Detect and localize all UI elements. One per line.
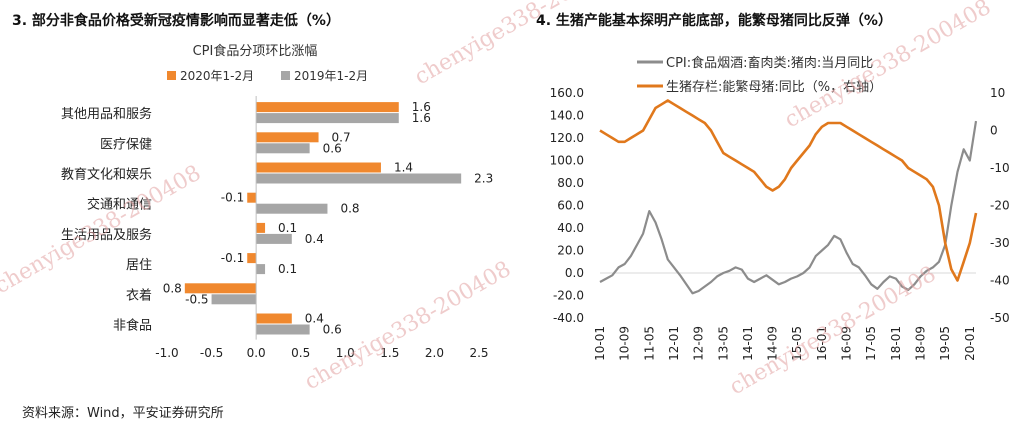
y-left-tick-label: 140.0	[550, 109, 584, 123]
category-label: 其他用品和服务	[61, 106, 152, 122]
category-label: 非食品	[113, 318, 152, 334]
x-tick-label: 17-05	[864, 326, 878, 361]
y-right-tick-label: -20	[990, 199, 1010, 213]
x-tick-label: 11-05	[642, 326, 656, 361]
bar	[256, 102, 399, 113]
y-left-tick-label: -40.0	[553, 311, 584, 325]
data-label: 2.3	[474, 172, 493, 186]
series-line-pork-cpi	[599, 120, 978, 295]
data-label: 0.6	[323, 323, 342, 337]
x-tick-label: -0.5	[200, 346, 223, 360]
x-tick-label: 1.0	[336, 346, 355, 360]
data-label: 1.4	[394, 161, 413, 175]
chart-title: CPI食品分项环比涨幅	[193, 43, 318, 59]
data-label: 0.1	[278, 262, 297, 276]
legend-label: 生猪存栏:能繁母猪:同比（%，右轴）	[666, 79, 882, 95]
bar	[184, 283, 257, 294]
bar	[256, 313, 292, 324]
x-tick-label: 0.0	[247, 346, 266, 360]
x-tick-label: 0.5	[291, 346, 310, 360]
bar	[256, 203, 328, 214]
category-label: 衣着	[126, 287, 152, 303]
left-panel-title: 3. 部分非食品价格受新冠疫情影响而显著走低（%）	[12, 13, 340, 29]
data-label: 0.4	[305, 312, 324, 326]
x-tick-label: 20-01	[963, 326, 977, 361]
bar	[256, 162, 381, 173]
y-right-tick-label: -30	[990, 236, 1010, 250]
data-label: 0.8	[163, 281, 182, 295]
y-right-tick-label: 0	[990, 124, 998, 138]
x-tick-label: 2.0	[425, 346, 444, 360]
data-label: 0.4	[305, 232, 324, 246]
bar	[256, 113, 399, 124]
x-tick-label: 15-05	[790, 326, 804, 361]
bar	[256, 233, 292, 244]
y-left-tick-label: -20.0	[553, 289, 584, 303]
legend-swatch	[167, 71, 176, 80]
y-right-tick-label: -50	[990, 311, 1010, 325]
bar	[247, 192, 257, 203]
x-tick-label: 19-05	[938, 326, 952, 361]
y-right-tick-label: 10	[990, 86, 1005, 100]
data-label: -0.1	[221, 251, 244, 265]
bar	[256, 222, 266, 233]
x-tick-label: 14-01	[741, 326, 755, 361]
bar	[256, 143, 310, 154]
legend-label: 2019年1-2月	[294, 69, 368, 83]
bar	[256, 132, 319, 143]
x-tick-label: 14-09	[766, 326, 780, 361]
x-tick-label: 10-01	[593, 326, 607, 361]
x-tick-label: 10-09	[618, 326, 632, 361]
y-left-tick-label: 80.0	[557, 176, 584, 190]
legend-swatch	[281, 71, 290, 80]
y-left-tick-label: 120.0	[550, 131, 584, 145]
data-label: 1.6	[412, 111, 431, 125]
category-label: 生活用品及服务	[61, 227, 152, 243]
category-label: 居住	[126, 258, 152, 273]
x-tick-label: 12-09	[692, 326, 706, 361]
data-label: 1.6	[412, 100, 431, 114]
x-tick-label: 2.5	[469, 346, 488, 360]
x-tick-label: -1.0	[155, 346, 178, 360]
x-tick-label: 12-01	[667, 326, 681, 361]
x-tick-label: 1.5	[380, 346, 399, 360]
y-left-tick-label: 40.0	[557, 221, 584, 235]
y-left-tick-label: 60.0	[557, 199, 584, 213]
category-label: 教育文化和娱乐	[61, 167, 152, 183]
y-right-tick-label: -10	[990, 161, 1010, 175]
data-label: 0.7	[332, 130, 351, 144]
y-right-tick-label: -40	[990, 274, 1010, 288]
x-tick-label: 16-01	[815, 326, 829, 361]
bar	[211, 294, 257, 305]
bar	[256, 264, 266, 275]
legend-label: 2020年1-2月	[180, 69, 254, 83]
y-left-tick-label: 100.0	[550, 154, 584, 168]
data-label: 0.8	[340, 202, 359, 216]
category-label: 交通和通信	[87, 197, 152, 213]
bar	[256, 173, 462, 184]
data-label: -0.1	[221, 191, 244, 205]
bar	[247, 253, 257, 264]
source-note: 资料来源：Wind，平安证券研究所	[22, 406, 224, 421]
bar	[256, 324, 310, 335]
data-label: 0.1	[278, 221, 297, 235]
y-left-tick-label: 0.0	[565, 266, 584, 280]
x-tick-label: 18-09	[914, 326, 928, 361]
x-tick-label: 18-01	[889, 326, 903, 361]
x-tick-label: 13-05	[716, 326, 730, 361]
y-left-tick-label: 160.0	[550, 86, 584, 100]
category-label: 医疗保健	[100, 137, 152, 152]
legend-label: CPI:食品烟酒:畜肉类:猪肉:当月同比	[666, 55, 873, 71]
x-tick-label: 16-09	[840, 326, 854, 361]
y-left-tick-label: 20.0	[557, 244, 584, 258]
series-line-sow-stock	[599, 99, 978, 282]
data-label: -0.5	[185, 292, 208, 306]
data-label: 0.6	[323, 141, 342, 155]
right-panel-title: 4. 生猪产能基本探明产能底部，能繁母猪同比反弹（%）	[536, 13, 892, 29]
